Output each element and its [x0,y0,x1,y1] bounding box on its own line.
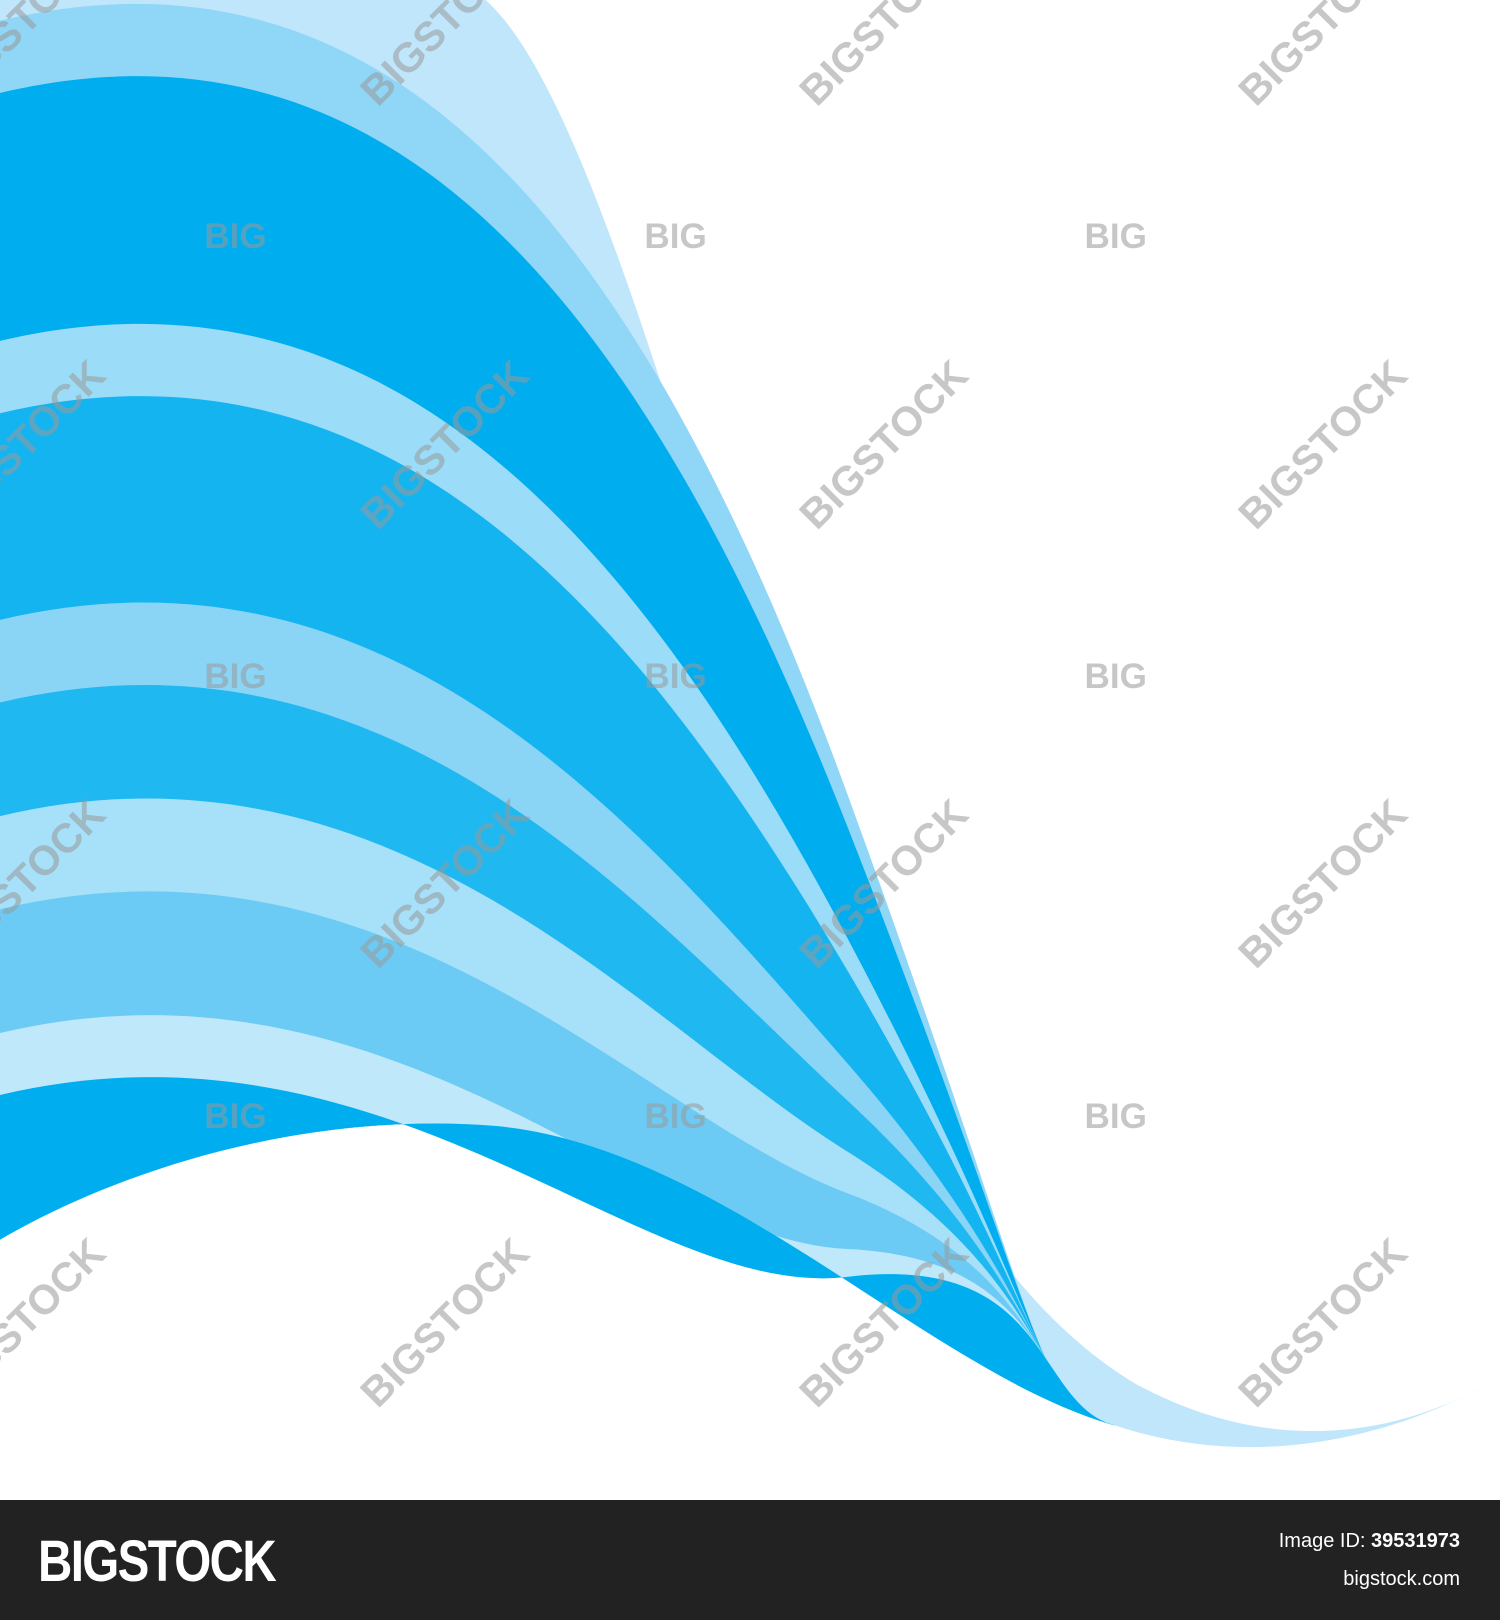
watermark-short: BIG [644,217,706,256]
watermark-short: BIG [1084,217,1146,256]
watermark-brand: BIGSTOCK [1230,790,1416,976]
wave-stripe [0,891,1116,1426]
site-name: bigstock.com [1343,1568,1460,1590]
wave-artwork: BIGSTOCK BIGSTOCK BIGSTOCK BIGSTOCK BIGSTOCK… [0,0,1488,1448]
wave-stripe [0,1077,1116,1426]
footer-logo: BIGSTOCK [38,1529,277,1594]
watermark-short: BIG [204,217,266,256]
watermark-brand: BIGSTOCK [791,0,977,114]
watermark-short: BIG [644,1097,706,1136]
watermark-brand: BIGSTOCK [1230,0,1416,114]
watermark-brand: BIGSTOCK [0,1230,114,1416]
footer-bar: BIGSTOCK Image ID: 39531973 bigstock.com [0,1500,1500,1620]
watermark-short: BIG [644,657,706,696]
watermark-brand: BIGSTOCK [1230,351,1416,537]
watermark-short: BIG [204,657,266,696]
wave [0,0,1488,1448]
image-id-label: Image ID: [1278,1530,1366,1552]
watermark-short: BIG [1084,657,1146,696]
watermark-brand: BIGSTOCK [791,351,977,537]
image-id-line: Image ID: 39531973 [1279,1530,1460,1553]
watermark-short: BIG [204,1097,266,1136]
watermark-short: BIG [1084,1097,1146,1136]
watermark-brand: BIGSTOCK [352,1230,538,1416]
image-id: 39531973 [1371,1530,1460,1552]
watermark-brand: BIGSTOCK [1230,1230,1416,1416]
